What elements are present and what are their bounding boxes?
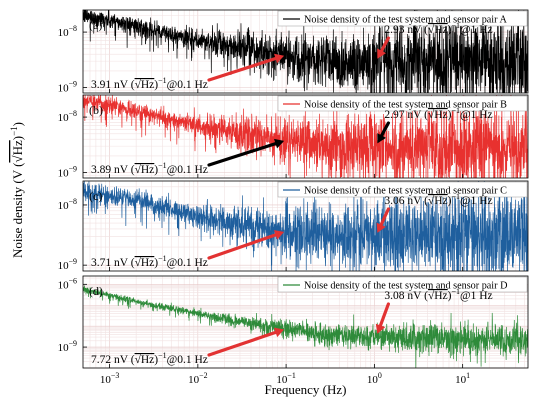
plot-frame-a [82,9,529,94]
legend-text: Noise density of the test system and sen… [304,100,507,111]
annotation-arrowhead [377,48,387,59]
y-tick-label: 10−8 [58,197,77,212]
y-tick-label: 10−8 [58,109,77,124]
series-line-c [83,181,528,271]
annotation-b-01hz: 3.89 nV (√Hz)−1@0.1 Hz [91,138,285,176]
annotation-text: 2.93 nV (√Hz)−1@1 Hz [384,21,492,36]
annotation-text: 3.89 nV (√Hz)−1@0.1 Hz [91,161,208,176]
series-c [83,181,528,271]
annotation-d-01hz: 7.72 nV (√Hz)−1@0.1 Hz [91,327,285,366]
legend-text: Noise density of the test system and sen… [304,15,508,26]
annotation-a-01hz: 3.91 nV (√Hz)−1@0.1 Hz [91,53,285,91]
plot-frame-c [82,180,529,272]
panel-c: 10−8 10−9 (c) Noise density of the test sys… [58,180,529,272]
legend-a: Noise density of the test system and sen… [277,10,528,27]
annotation-arrow [207,233,278,260]
series-b [83,95,528,178]
annotation-text: 7.72 nV (√Hz)−1@0.1 Hz [91,351,208,366]
annotation-arrowhead [273,230,285,240]
annotation-b-1hz: 2.97 nV (√Hz)−1@1 Hz [377,106,493,144]
y-tick-label: 10−6 [58,276,77,291]
x-axis-label: Frequency (Hz) [265,382,347,397]
legend-box [277,10,528,27]
x-axis: 10−3 10−2 10−1 100 101 [100,371,470,386]
annotation-arrow [380,121,390,138]
panel-a: 10−8 10−9 (a) Noise density of the test sys… [58,9,529,95]
annotation-text: 3.91 nV (√Hz)−1@0.1 Hz [91,76,208,91]
series-line-d [83,285,528,368]
annotation-arrow [380,36,390,53]
panel-label-a: (a) [89,18,102,32]
annotation-text: 3.71 nV (√Hz)−1@0.1 Hz [91,254,208,269]
legend-d: Noise density of the test system and sen… [277,276,528,293]
panel-d: 10−6 10−9 (d) Noise density of the test sys… [58,275,529,369]
legend-box [277,95,528,112]
annotation-arrowhead [274,138,285,149]
annotation-text: 3.06 nV (√Hz)−1@1 Hz [384,192,492,207]
plot-frame-d [82,275,529,369]
x-tick-label: 10−2 [188,371,207,386]
y-axis-label-text: Noise density (V (√Hz)−1) [9,122,25,258]
panel-label-b: (b) [89,103,103,117]
y-tick-label: 10−9 [58,339,77,354]
annotation-arrow [378,302,390,328]
annotation-arrowhead [375,323,386,334]
x-tick-label: 10−3 [100,371,119,386]
annotation-arrow [207,56,278,82]
annotation-arrow [379,207,390,227]
annotation-arrow [207,142,278,167]
panels-group: 10−8 10−9 (a) Noise density of the test sys… [58,9,529,369]
legend-text: Noise density of the test system and sen… [304,281,507,292]
legend-b: Noise density of the test system and sen… [277,95,528,112]
series-d [83,285,528,368]
y-tick-label: 10−8 [58,24,77,39]
panel-label-d: (d) [89,284,103,298]
annotation-arrowhead [377,133,387,144]
annotation-arrowhead [376,222,386,233]
panel-label-c: (c) [89,189,102,203]
legend-c: Noise density of the test system and sen… [277,181,528,198]
y-axis-label: Noise density (V (√Hz)−1) [9,122,25,258]
x-tick-label: 10−1 [276,371,295,386]
y-tick-label: 10−9 [58,165,77,180]
legend-box [277,276,528,293]
panel-b: 10−8 10−9 (b) Noise density of the test sys… [58,94,529,180]
y-tick-label: 10−9 [58,80,77,95]
plot-frame-b [82,94,529,179]
annotation-c-01hz: 3.71 nV (√Hz)−1@0.1 Hz [91,230,285,269]
annotation-a-1hz: 2.93 nV (√Hz)−1@1 Hz [377,21,493,59]
annotation-arrowhead [273,327,285,338]
annotation-c-1hz: 3.06 nV (√Hz)−1@1 Hz [376,192,493,233]
series-line-b [83,95,528,178]
legend-text: Noise density of the test system and sen… [304,186,507,197]
legend-box [277,181,528,198]
annotation-arrowhead [274,53,285,64]
y-tick-label: 10−9 [58,257,77,272]
annotation-arrow [207,330,278,357]
x-tick-label: 101 [455,371,470,386]
annotation-d-1hz: 3.08 nV (√Hz)−1@1 Hz [375,287,493,334]
annotation-text: 2.97 nV (√Hz)−1@1 Hz [384,106,492,121]
annotation-text: 3.08 nV (√Hz)−1@1 Hz [384,287,492,302]
x-tick-label: 100 [367,371,382,386]
